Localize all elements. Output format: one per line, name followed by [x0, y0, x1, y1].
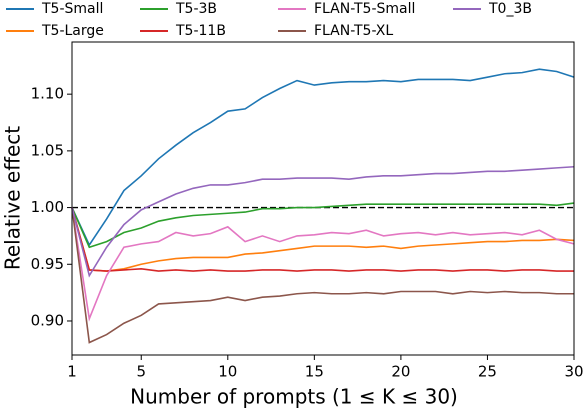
legend-label: T0_3B: [488, 1, 532, 17]
y-tick-label: 1.05: [31, 141, 64, 159]
x-tick-label: 15: [305, 363, 324, 381]
x-tick-label: 10: [218, 363, 237, 381]
series-line: [71, 68, 575, 247]
legend-label: T5-3B: [175, 1, 217, 17]
series-line: [71, 165, 575, 278]
legend-label: FLAN-T5-XL: [314, 23, 393, 39]
y-axis-label: Relative effect: [1, 126, 25, 270]
x-tick-label: 30: [564, 363, 583, 381]
legend-label: T5-11B: [175, 23, 226, 39]
series-line: [71, 207, 574, 344]
y-tick-label: 0.90: [31, 311, 64, 329]
x-axis-label: Number of prompts (1 ≤ K ≤ 30): [130, 385, 458, 409]
x-tick-label: 25: [478, 363, 497, 381]
series-line: [71, 207, 575, 272]
y-tick-label: 1.10: [31, 85, 64, 103]
series-line: [71, 207, 575, 322]
y-tick-label: 1.00: [31, 198, 64, 216]
legend-label: T5-Small: [41, 1, 103, 17]
x-tick-label: 1: [67, 363, 77, 381]
y-tick-label: 0.95: [31, 255, 64, 273]
legend-label: T5-Large: [41, 23, 104, 39]
series-line: [71, 207, 574, 272]
plot-frame: [71, 41, 575, 356]
legend-label: FLAN-T5-Small: [314, 1, 415, 17]
x-tick-label: 5: [136, 363, 146, 381]
series-line: [71, 202, 575, 249]
x-tick-label: 20: [391, 363, 410, 381]
